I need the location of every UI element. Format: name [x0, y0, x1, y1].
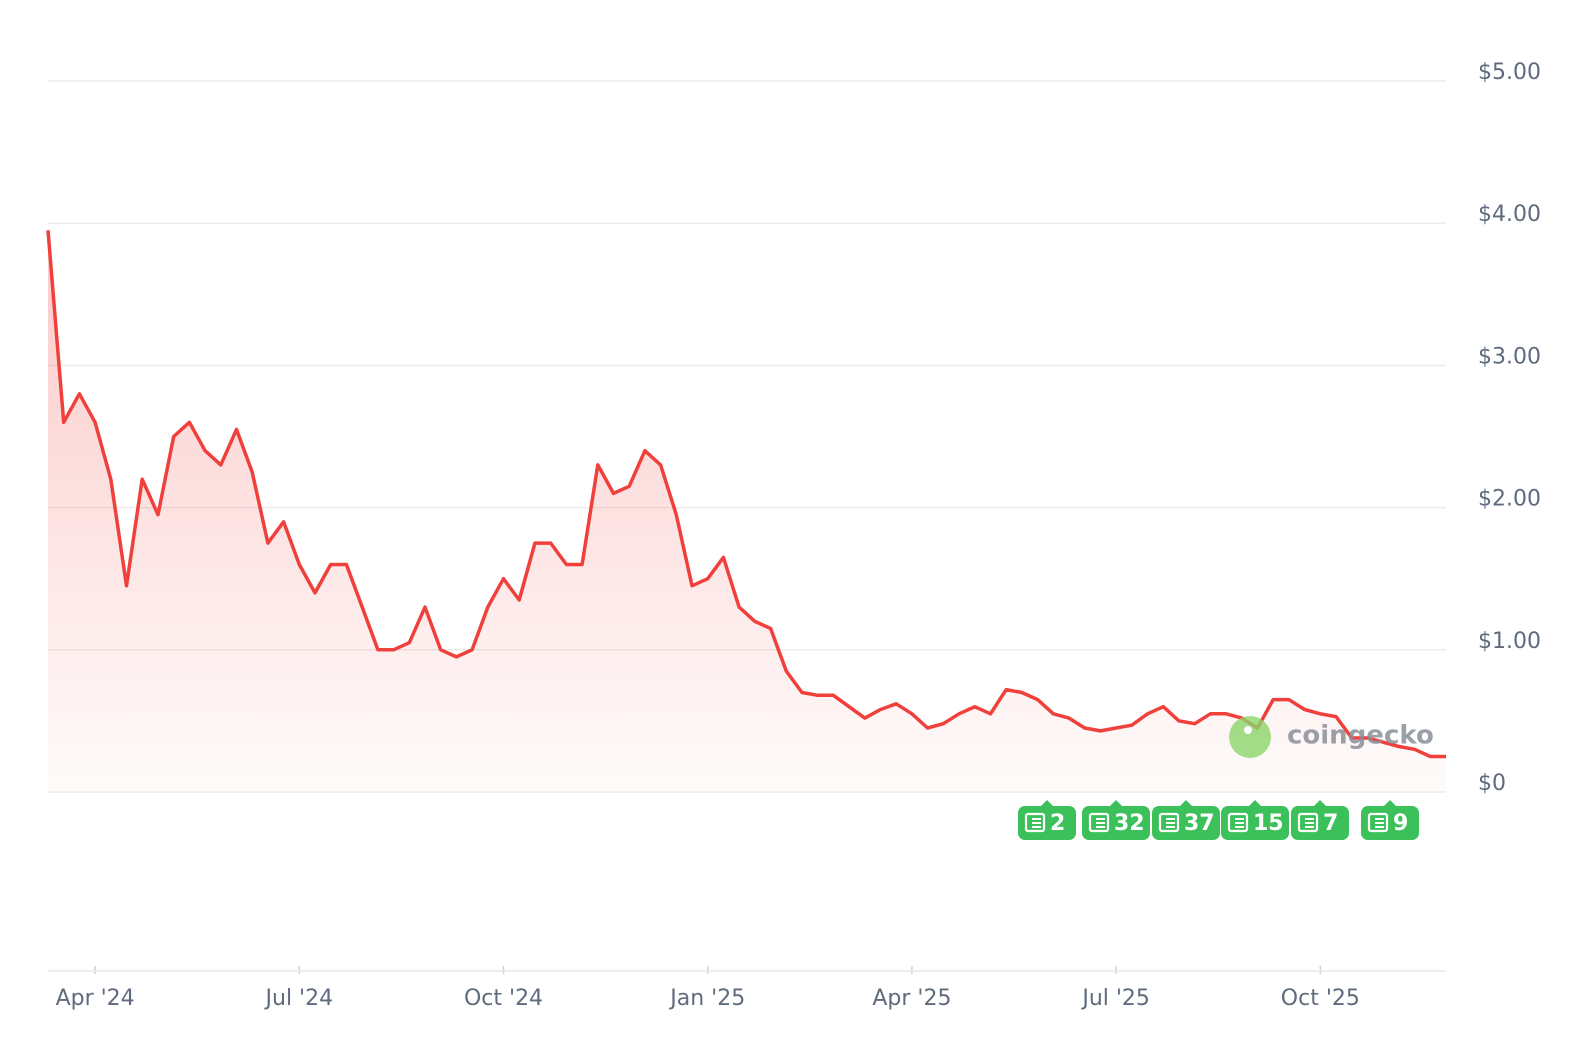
badge-count: 9 — [1393, 811, 1408, 836]
news-badge: 9 — [1361, 800, 1419, 840]
x-tick-label: Jul '24 — [264, 986, 334, 1011]
badge-pointer — [1383, 800, 1397, 807]
news-badge: 37 — [1152, 800, 1220, 840]
y-tick-label: $5.00 — [1478, 60, 1541, 85]
x-tick-label: Oct '25 — [1281, 986, 1360, 1011]
badge-pointer — [1109, 800, 1123, 807]
watermark: coingecko — [1229, 716, 1434, 758]
news-badge: 2 — [1018, 800, 1076, 840]
badge-icon — [1158, 812, 1180, 833]
line — [46, 230, 1446, 759]
badge-pointer — [1313, 800, 1327, 807]
x-tick-label: Oct '24 — [464, 986, 543, 1011]
news-badge: 32 — [1082, 800, 1150, 840]
area — [48, 230, 1446, 793]
y-tick-label: $0 — [1478, 771, 1506, 796]
x-tick-label: Jan '25 — [668, 986, 745, 1011]
badge-count: 2 — [1050, 811, 1065, 836]
badge-icon — [1024, 812, 1046, 833]
badge-pointer — [1179, 800, 1193, 807]
badge-icon — [1297, 812, 1319, 833]
badge-count: 32 — [1114, 811, 1145, 836]
watermark-text: coingecko — [1287, 721, 1434, 751]
badge-icon — [1367, 812, 1389, 833]
y-tick-label: $3.00 — [1478, 344, 1541, 369]
watermark-logo-eye — [1244, 726, 1252, 734]
badge-icon — [1227, 812, 1249, 833]
badge-pointer — [1248, 800, 1262, 807]
y-tick-label: $2.00 — [1478, 487, 1541, 512]
y-tick-label: $4.00 — [1478, 202, 1541, 227]
y-tick-label: $1.00 — [1478, 629, 1541, 654]
badge-count: 15 — [1253, 811, 1284, 836]
x-tick-label: Apr '25 — [872, 986, 951, 1011]
watermark-logo — [1229, 716, 1271, 758]
badge-pointer — [1040, 800, 1054, 807]
news-badge: 15 — [1221, 800, 1289, 840]
x-tick-label: Jul '25 — [1080, 986, 1150, 1011]
x-tick-label: Apr '24 — [56, 986, 135, 1011]
badge-count: 37 — [1184, 811, 1215, 836]
news-badge: 7 — [1291, 800, 1349, 840]
badge-icon — [1088, 812, 1110, 833]
badge-count: 7 — [1323, 811, 1338, 836]
